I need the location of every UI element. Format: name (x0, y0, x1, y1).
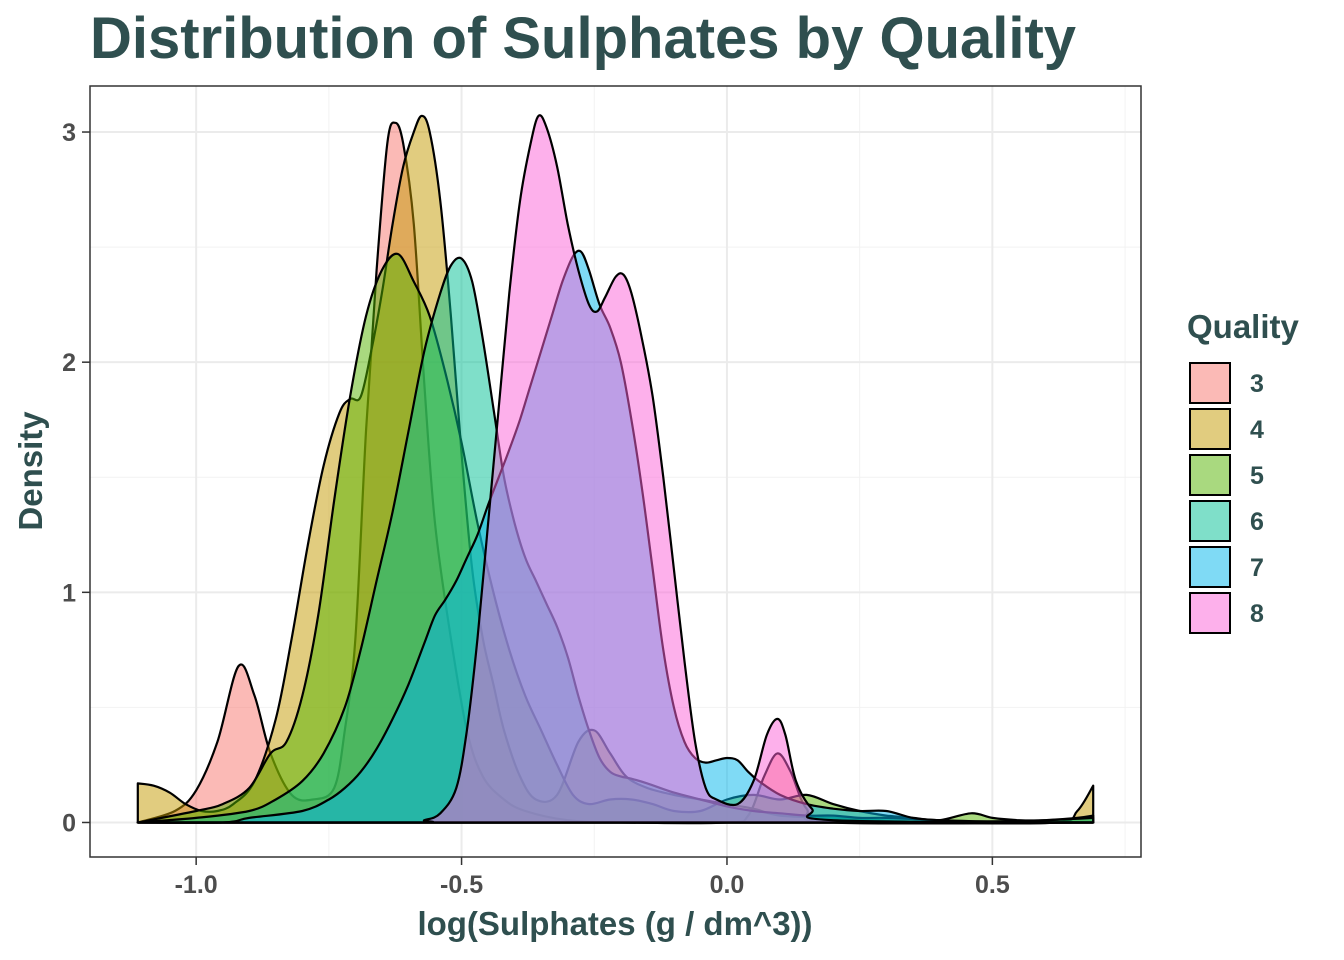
legend-key-quality-3 (1189, 362, 1231, 404)
x-axis-ticks: -1.0 -0.5 0.0 0.5 (175, 857, 1010, 899)
x-axis-title: log(Sulphates (g / dm^3)) (417, 905, 812, 942)
y-tick-label: 0 (62, 809, 76, 837)
x-tick-label: -0.5 (440, 871, 483, 899)
legend-key-quality-5 (1189, 454, 1231, 496)
legend-title: Quality (1187, 308, 1300, 345)
legend-label-quality-3: 3 (1250, 370, 1264, 398)
legend-label-quality-7: 7 (1250, 554, 1264, 582)
plot-panel-border (89, 85, 1142, 858)
legend-key-quality-4 (1189, 408, 1231, 450)
y-axis-ticks: 0 1 2 3 (62, 119, 90, 837)
legend-label-quality-4: 4 (1250, 416, 1264, 444)
legend-key-quality-6 (1189, 500, 1231, 542)
density-area-quality-8 (136, 114, 1095, 824)
y-axis-title: Density (12, 411, 49, 531)
legend-label-quality-5: 5 (1250, 462, 1264, 490)
legend-key-quality-8 (1189, 592, 1231, 634)
legend: Quality 3 4 5 6 7 8 (1187, 308, 1300, 634)
y-tick-label: 3 (62, 119, 76, 147)
y-tick-label: 1 (62, 579, 76, 607)
legend-label-quality-6: 6 (1250, 508, 1264, 536)
legend-key-quality-7 (1189, 546, 1231, 588)
legend-label-quality-8: 8 (1250, 600, 1264, 628)
x-tick-label: -1.0 (175, 871, 218, 899)
x-tick-label: 0.0 (710, 871, 745, 899)
chart-title: Distribution of Sulphates by Quality (90, 6, 1076, 71)
y-tick-label: 2 (62, 349, 76, 377)
x-tick-label: 0.5 (975, 871, 1010, 899)
density-areas (136, 114, 1095, 825)
